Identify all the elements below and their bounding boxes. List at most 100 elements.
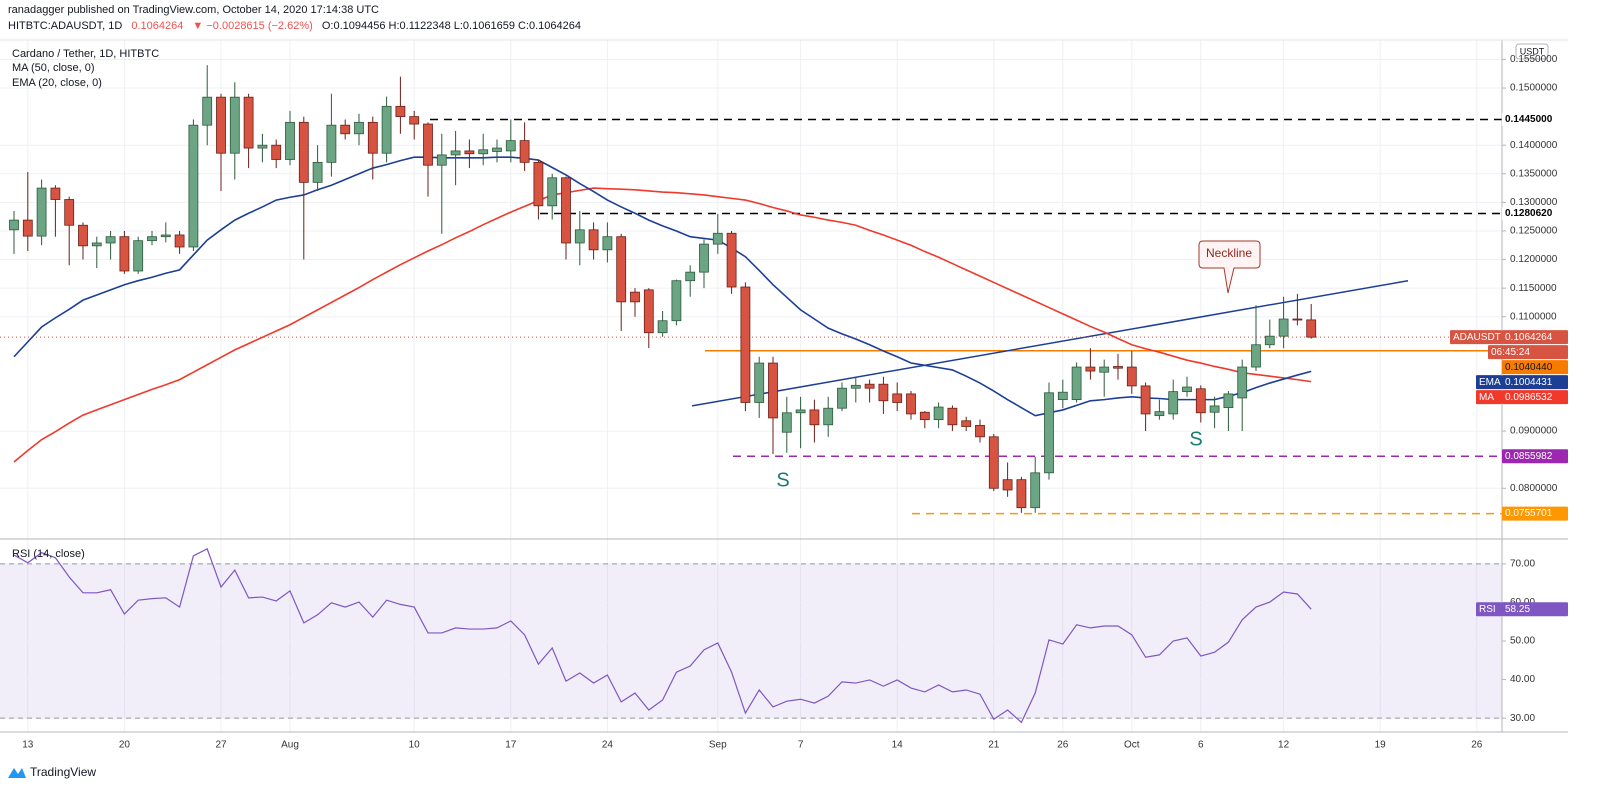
candle-body [1306,319,1317,338]
level-tag: 0.0855982 [1505,451,1553,462]
x-tick-label: 7 [798,740,804,751]
candle-body [823,407,834,426]
y-tick-label: 0.0900000 [1510,426,1558,437]
callout-box [1198,240,1261,294]
candle-body [64,199,75,226]
countdown-tag: 06:45:24 [1491,347,1530,358]
last-tag-name-box [1450,330,1502,345]
level-tag-box [1502,112,1568,127]
x-tick-label: 20 [119,740,131,751]
candle-body [574,229,585,244]
candle-body [988,436,999,489]
candle-body [643,289,654,334]
candle-body [961,420,972,427]
candle-body [312,161,323,183]
y-tick-label: 0.1200000 [1510,254,1558,265]
ohlc: O:0.1094456 H:0.1122348 L:0.1061659 C:0.… [322,20,581,32]
candle-body [712,232,723,245]
y-tick-label: 0.1550000 [1510,54,1558,65]
candle-body [850,384,861,389]
candle-body [1237,366,1248,399]
candle-body [285,121,295,160]
rsi-tag-value: 58.25 [1505,604,1530,615]
price-change: ▼ −0.0028615 (−2.62%) [192,20,312,32]
candle-body [1071,366,1082,401]
x-tick-label: 14 [892,740,904,751]
x-tick-label: 17 [505,740,517,751]
candle-body [78,224,88,247]
symbol: HITBTC:ADAUSDT, 1D [8,20,122,32]
candle-body [36,187,47,237]
candle-body [478,149,489,155]
candle-body [340,124,351,135]
callout-text: Neckline [1206,246,1252,260]
x-tick-label: 26 [1057,740,1069,751]
ma-line [13,156,1312,417]
candle-body [436,154,447,166]
candle-body [726,232,737,288]
ma-tag-value-box [1502,375,1568,390]
footer-logo: TradingView [8,765,96,779]
logo-icon [8,768,26,778]
candle-body [1182,386,1192,393]
ma-line [13,187,1312,463]
candle-body [119,236,130,272]
candle-body [492,147,502,152]
candle-body [878,383,889,402]
pattern-label: S [776,469,789,491]
x-tick-label: Oct [1124,740,1140,751]
currency: USDT [1520,46,1545,56]
candle-body [202,96,213,126]
ma-tag-value: 0.0986532 [1505,392,1553,403]
legend-ema: EMA (20, close, 0) [12,77,102,89]
candle-body [1044,392,1054,474]
candle-body [243,96,254,149]
currency-box [1515,43,1549,60]
candle-body [864,383,875,389]
y-tick-label: 0.1250000 [1510,226,1558,237]
rsi-tag-name: RSI [1479,604,1496,615]
candle-body [1140,385,1151,415]
candle-body [326,124,337,163]
candle-body [906,393,916,415]
level-tag-box [1502,506,1568,521]
candle-body [9,219,19,231]
countdown-tag-box [1488,345,1568,360]
x-tick-label: 13 [22,740,34,751]
candle-body [505,140,516,152]
neckline [691,279,1409,407]
y-tick-label: 50.00 [1510,636,1535,647]
candle-body [147,236,157,242]
candle-body [1126,366,1137,387]
candle-body [1099,366,1110,373]
candle-body [1168,391,1179,415]
legend-title: Cardano / Tether, 1D, HITBTC [12,48,159,60]
ma-tag-value-box [1502,390,1568,405]
candle-body [837,387,847,409]
last-tag-value-box [1502,330,1568,345]
y-tick-label: 30.00 [1510,713,1535,724]
candle-body [740,286,751,403]
candle-body [768,362,778,419]
level-tag: 0.0755701 [1505,508,1553,519]
symbol-line: HITBTC:ADAUSDT, 1D 0.1064264 ▼ −0.002861… [8,20,581,32]
rsi-tag-name-box [1476,602,1502,617]
candle-body [50,187,61,200]
candle-body [1085,366,1096,372]
candle-body [1292,318,1303,321]
candle-body [423,123,433,166]
candle-body [1016,479,1027,509]
candle-body [174,234,185,248]
candle-body [105,236,116,244]
candle-body [795,409,806,414]
candle-body [1278,318,1289,337]
plot-layer [0,65,1502,724]
x-tick-label: 10 [409,740,421,751]
x-tick-label: 24 [602,740,614,751]
candle-body [1113,366,1123,369]
ma-tag-name-box [1476,390,1502,405]
candle-body [947,407,958,426]
level-tag-box [1502,206,1568,221]
